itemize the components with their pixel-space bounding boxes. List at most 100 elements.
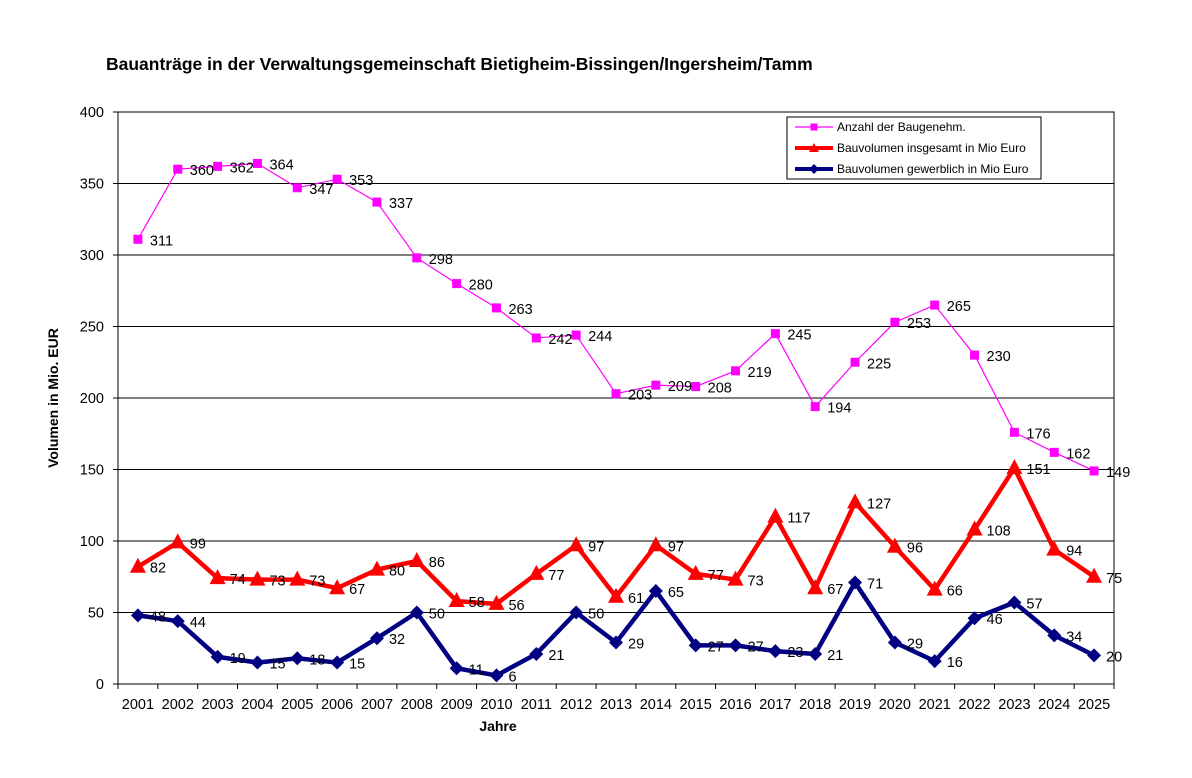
data-point bbox=[210, 649, 225, 664]
data-point bbox=[529, 646, 544, 661]
data-label: 20 bbox=[1106, 649, 1122, 665]
data-point bbox=[290, 651, 305, 666]
series-group bbox=[129, 158, 1103, 683]
data-point bbox=[848, 575, 863, 590]
x-tick-label: 2008 bbox=[401, 697, 433, 713]
data-label: 57 bbox=[1026, 596, 1042, 612]
series-3 bbox=[130, 575, 1102, 683]
x-tick-label: 2003 bbox=[201, 697, 233, 713]
data-point bbox=[930, 300, 940, 310]
data-label: 27 bbox=[748, 639, 764, 655]
data-label: 280 bbox=[469, 278, 493, 294]
y-tick-label: 0 bbox=[96, 677, 104, 693]
data-label: 97 bbox=[668, 539, 684, 555]
y-tick-label: 150 bbox=[80, 463, 104, 479]
data-label: 27 bbox=[708, 639, 724, 655]
data-point bbox=[289, 570, 306, 586]
x-tick-label: 2010 bbox=[480, 697, 512, 713]
x-tick-label: 2016 bbox=[719, 697, 751, 713]
x-tick-label: 2017 bbox=[759, 697, 791, 713]
data-label: 253 bbox=[907, 316, 931, 332]
data-label: 225 bbox=[867, 356, 891, 372]
data-label: 244 bbox=[588, 329, 612, 345]
data-point bbox=[169, 533, 186, 549]
data-label: 65 bbox=[668, 585, 684, 601]
data-label: 6 bbox=[508, 669, 516, 685]
data-point bbox=[727, 570, 744, 586]
x-tick-label: 2004 bbox=[241, 697, 273, 713]
data-point bbox=[250, 655, 265, 670]
data-point bbox=[531, 333, 541, 343]
data-point bbox=[648, 584, 663, 599]
data-point bbox=[608, 587, 624, 603]
data-point bbox=[1007, 595, 1022, 610]
data-point bbox=[1006, 459, 1023, 475]
legend-swatch-marker bbox=[809, 143, 819, 152]
chart-title: Bauanträge in der Verwaltungsgemeinschaf… bbox=[106, 54, 813, 74]
data-point bbox=[332, 174, 342, 184]
data-label: 56 bbox=[508, 598, 524, 614]
y-axis-title: Volumen in Mio. EUR bbox=[45, 328, 61, 468]
data-point bbox=[807, 579, 824, 595]
data-label: 67 bbox=[349, 582, 365, 598]
x-tick-label: 2007 bbox=[361, 697, 393, 713]
data-label: 66 bbox=[947, 584, 963, 600]
data-label: 11 bbox=[469, 662, 484, 678]
data-label: 21 bbox=[827, 648, 843, 664]
x-tick-label: 2019 bbox=[839, 697, 871, 713]
legend-label: Anzahl der Baugenehm. bbox=[837, 120, 966, 134]
x-tick-label: 2002 bbox=[162, 697, 194, 713]
data-label: 21 bbox=[548, 648, 564, 664]
data-point bbox=[926, 580, 943, 596]
data-label: 364 bbox=[269, 157, 293, 173]
data-label: 44 bbox=[190, 615, 206, 631]
data-point bbox=[448, 592, 465, 608]
data-point bbox=[449, 661, 464, 676]
data-point bbox=[850, 357, 860, 367]
data-label: 94 bbox=[1066, 544, 1082, 560]
data-label: 96 bbox=[907, 541, 923, 557]
data-label: 74 bbox=[230, 572, 246, 588]
data-label: 151 bbox=[1026, 462, 1050, 478]
data-label: 99 bbox=[190, 536, 206, 552]
data-label: 162 bbox=[1066, 446, 1090, 462]
data-point bbox=[966, 520, 983, 536]
data-point bbox=[767, 507, 784, 523]
data-label: 362 bbox=[230, 160, 254, 176]
x-tick-label: 2024 bbox=[1038, 697, 1070, 713]
data-point bbox=[1087, 648, 1102, 663]
data-label: 50 bbox=[588, 607, 604, 623]
legend-swatch-marker bbox=[810, 123, 818, 131]
legend-swatch-marker bbox=[809, 164, 819, 174]
data-label: 50 bbox=[429, 607, 445, 623]
y-tick-label: 50 bbox=[88, 606, 104, 622]
data-label: 265 bbox=[947, 299, 971, 315]
data-point bbox=[528, 564, 545, 580]
data-label: 209 bbox=[668, 379, 692, 395]
y-tick-label: 100 bbox=[80, 534, 104, 550]
data-label: 97 bbox=[588, 539, 604, 555]
data-label: 29 bbox=[907, 637, 923, 653]
x-axis-title: Jahre bbox=[479, 718, 517, 734]
y-tick-label: 350 bbox=[80, 177, 104, 193]
data-point bbox=[369, 631, 384, 646]
data-label: 48 bbox=[150, 609, 166, 625]
data-point bbox=[213, 161, 223, 171]
data-point bbox=[571, 330, 581, 340]
legend-label: Bauvolumen insgesamt in Mio Euro bbox=[837, 141, 1026, 155]
data-point bbox=[130, 608, 145, 623]
data-point bbox=[409, 605, 424, 620]
data-point bbox=[688, 638, 703, 653]
data-point bbox=[927, 654, 942, 669]
data-point bbox=[129, 557, 146, 573]
data-label: 77 bbox=[708, 568, 724, 584]
data-point bbox=[647, 536, 664, 552]
y-tick-label: 200 bbox=[80, 391, 104, 407]
data-label: 298 bbox=[429, 252, 453, 268]
data-label: 67 bbox=[827, 582, 843, 598]
data-label: 245 bbox=[787, 328, 811, 344]
data-label: 73 bbox=[309, 574, 325, 590]
data-label: 82 bbox=[150, 561, 166, 577]
data-label: 75 bbox=[1106, 571, 1122, 587]
